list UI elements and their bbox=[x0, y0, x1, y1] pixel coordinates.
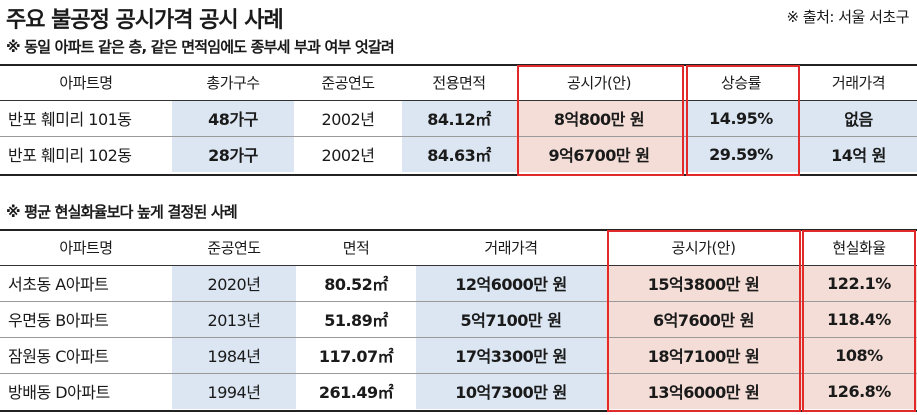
area: 51.89㎡ bbox=[296, 301, 416, 338]
table2: 아파트명 준공연도 면적 거래가격 공시가(안) 현실화율 서초동 A아파트 2… bbox=[0, 231, 917, 409]
table2-header-cell: 공시가(안) bbox=[606, 231, 801, 266]
assessed-price: 13억6000만 원 bbox=[606, 373, 801, 409]
apartment-name: 반포 훼미리 101동 bbox=[0, 100, 172, 137]
table-row: 방배동 D아파트 1994년 261.49㎡ 10억7300만 원 13억600… bbox=[0, 373, 917, 409]
households: 48가구 bbox=[172, 100, 294, 137]
area: 84.12㎡ bbox=[402, 100, 516, 137]
assessed-price: 9억6700만 원 bbox=[516, 136, 682, 172]
table1-header-cell: 거래가격 bbox=[800, 66, 917, 101]
table-row: 우면동 B아파트 2013년 51.89㎡ 5억7100만 원 6억7600만 … bbox=[0, 301, 917, 338]
realization-rate: 122.1% bbox=[801, 265, 917, 302]
households: 28가구 bbox=[172, 136, 294, 172]
page-title: 주요 불공정 공시가격 공시 사례 bbox=[6, 8, 284, 33]
completion-year: 2002년 bbox=[321, 146, 375, 166]
area: 84.63㎡ bbox=[402, 136, 516, 172]
apartment-name: 서초동 A아파트 bbox=[0, 265, 172, 302]
table1-subtitle: ※ 동일 아파트 같은 층, 같은 면적임에도 종부세 부과 여부 엇갈려 bbox=[6, 38, 395, 56]
trade-price: 17억3300만 원 bbox=[416, 337, 606, 374]
table2-subtitle: ※ 평균 현실화율보다 높게 결정된 사례 bbox=[6, 203, 238, 221]
table-row: 반포 훼미리 101동 48가구 2002년 84.12㎡ 8억800만 원 1… bbox=[0, 100, 917, 137]
completion-year: 2020년 bbox=[172, 265, 296, 302]
table1-header-row: 아파트명 총가구수 준공연도 전용면적 공시가(안) 상승률 거래가격 bbox=[0, 66, 917, 101]
apartment-name: 방배동 D아파트 bbox=[8, 383, 110, 403]
area: 80.52㎡ bbox=[296, 265, 416, 302]
source-note: ※ 출처: 서울 서초구 bbox=[786, 8, 909, 26]
table-row: 반포 훼미리 102동 28가구 2002년 84.63㎡ 9억6700만 원 … bbox=[0, 136, 917, 172]
table2-header-cell: 준공연도 bbox=[172, 231, 296, 266]
assessed-price: 18억7100만 원 bbox=[606, 337, 801, 374]
table-row: 잠원동 C아파트 1984년 117.07㎡ 17억3300만 원 18억710… bbox=[0, 337, 917, 374]
completion-year: 1994년 bbox=[172, 373, 296, 409]
completion-year: 1984년 bbox=[172, 337, 296, 374]
table2-header-row: 아파트명 준공연도 면적 거래가격 공시가(안) 현실화율 bbox=[0, 231, 917, 266]
apartment-name: 우면동 B아파트 bbox=[0, 301, 172, 338]
assessed-price: 15억3800만 원 bbox=[606, 265, 801, 302]
realization-rate: 118.4% bbox=[801, 301, 917, 338]
table2-header-cell: 거래가격 bbox=[416, 231, 606, 266]
table-row: 서초동 A아파트 2020년 80.52㎡ 12억6000만 원 15억3800… bbox=[0, 265, 917, 302]
completion-year: 2013년 bbox=[172, 301, 296, 338]
apartment-name: 반포 훼미리 102동 bbox=[8, 146, 132, 166]
realization-rate: 108% bbox=[801, 337, 917, 374]
realization-rate: 126.8% bbox=[801, 373, 917, 409]
table1-header-cell: 상승률 bbox=[682, 66, 800, 101]
area: 117.07㎡ bbox=[296, 337, 416, 374]
apartment-name: 잠원동 C아파트 bbox=[0, 337, 172, 374]
table1-header-cell: 준공연도 bbox=[294, 66, 402, 101]
trade-price: 없음 bbox=[800, 100, 917, 137]
area: 261.49㎡ bbox=[318, 383, 394, 403]
table2-bottom-rule bbox=[0, 410, 917, 412]
increase-rate: 29.59% bbox=[682, 136, 800, 172]
trade-price: 14억 원 bbox=[800, 136, 917, 172]
table2-header-cell: 현실화율 bbox=[801, 231, 917, 266]
table2-header-cell: 면적 bbox=[296, 231, 416, 266]
assessed-price: 6억7600만 원 bbox=[606, 301, 801, 338]
trade-price: 5억7100만 원 bbox=[416, 301, 606, 338]
table1: 아파트명 총가구수 준공연도 전용면적 공시가(안) 상승률 거래가격 반포 훼… bbox=[0, 66, 917, 172]
table1-header-cell: 전용면적 bbox=[402, 66, 516, 101]
table2-header-cell: 아파트명 bbox=[0, 231, 172, 266]
table1-bottom-rule bbox=[0, 174, 917, 176]
increase-rate: 14.95% bbox=[682, 100, 800, 137]
completion-year: 2002년 bbox=[294, 100, 402, 137]
table1-header-cell: 아파트명 bbox=[0, 66, 172, 101]
assessed-price: 8억800만 원 bbox=[516, 100, 682, 137]
table1-header-cell: 총가구수 bbox=[172, 66, 294, 101]
table2-top-rule bbox=[0, 229, 917, 231]
table1-header-cell: 공시가(안) bbox=[516, 66, 682, 101]
trade-price: 12억6000만 원 bbox=[416, 265, 606, 302]
trade-price: 10억7300만 원 bbox=[416, 373, 606, 409]
table1-top-rule bbox=[0, 64, 917, 66]
